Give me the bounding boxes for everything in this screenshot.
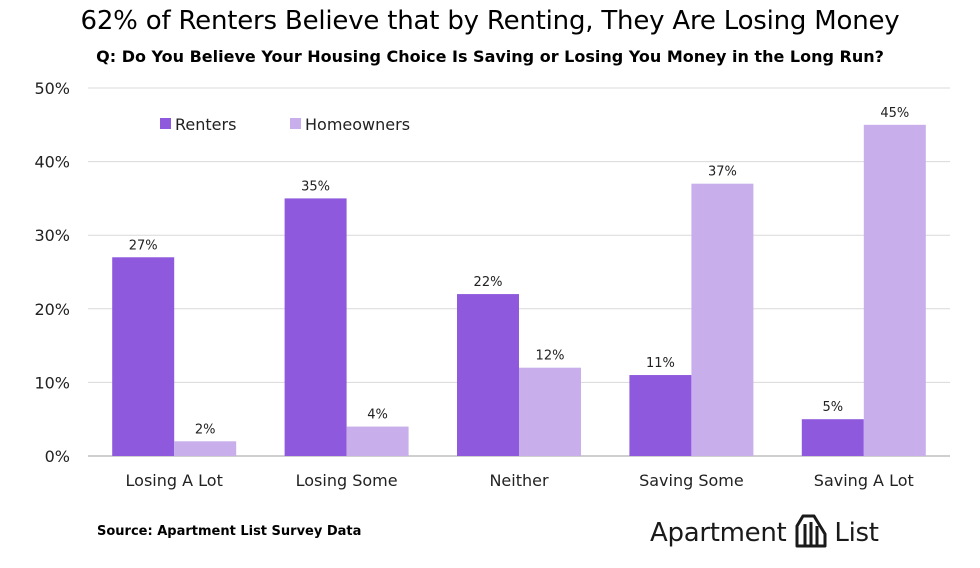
x-tick-label: Losing Some: [296, 471, 398, 490]
apartment-list-brand: Apartment List: [650, 511, 879, 555]
y-tick-label: 0%: [45, 447, 70, 466]
x-tick-label: Saving A Lot: [814, 471, 914, 490]
legend-label-renters: Renters: [175, 115, 236, 134]
bar-homeowners: [519, 367, 581, 456]
bar-renters: [629, 375, 692, 456]
bar-renters: [284, 198, 347, 456]
y-tick-label: 30%: [34, 226, 70, 245]
apartment-list-logo-icon: [794, 513, 828, 553]
x-tick-label: Neither: [489, 471, 549, 490]
data-label: 2%: [195, 422, 216, 437]
bar-homeowners: [863, 124, 926, 457]
y-tick-label: 50%: [34, 79, 70, 98]
bar-homeowners: [691, 183, 754, 456]
chart-title: 62% of Renters Believe that by Renting, …: [80, 6, 900, 36]
bar-homeowners: [174, 441, 237, 456]
legend-swatch-homeowners: [290, 118, 301, 129]
data-label: 11%: [646, 356, 675, 371]
y-tick-label: 20%: [34, 300, 70, 319]
source-note: Source: Apartment List Survey Data: [97, 524, 362, 539]
y-tick-label: 40%: [34, 153, 70, 172]
bar-renters: [112, 257, 175, 456]
data-label: 5%: [822, 400, 843, 415]
x-tick-label: Saving Some: [639, 471, 744, 490]
data-label: 35%: [301, 179, 330, 194]
legend-label-homeowners: Homeowners: [305, 115, 410, 134]
bar-renters: [457, 294, 519, 456]
bar-renters: [801, 419, 864, 456]
data-label: 37%: [708, 165, 737, 180]
bar-homeowners: [346, 426, 409, 456]
y-tick-label: 10%: [34, 373, 70, 392]
x-tick-label: Losing A Lot: [126, 471, 223, 490]
data-label: 27%: [129, 238, 158, 253]
chart-subtitle: Q: Do You Believe Your Housing Choice Is…: [96, 47, 884, 66]
legend-swatch-renters: [160, 118, 171, 129]
brand-word-apartment: Apartment: [650, 518, 787, 548]
data-label: 12%: [536, 349, 565, 364]
brand-word-list: List: [834, 518, 879, 548]
data-label: 45%: [880, 106, 909, 121]
data-label: 22%: [474, 275, 503, 290]
data-label: 4%: [367, 408, 388, 423]
